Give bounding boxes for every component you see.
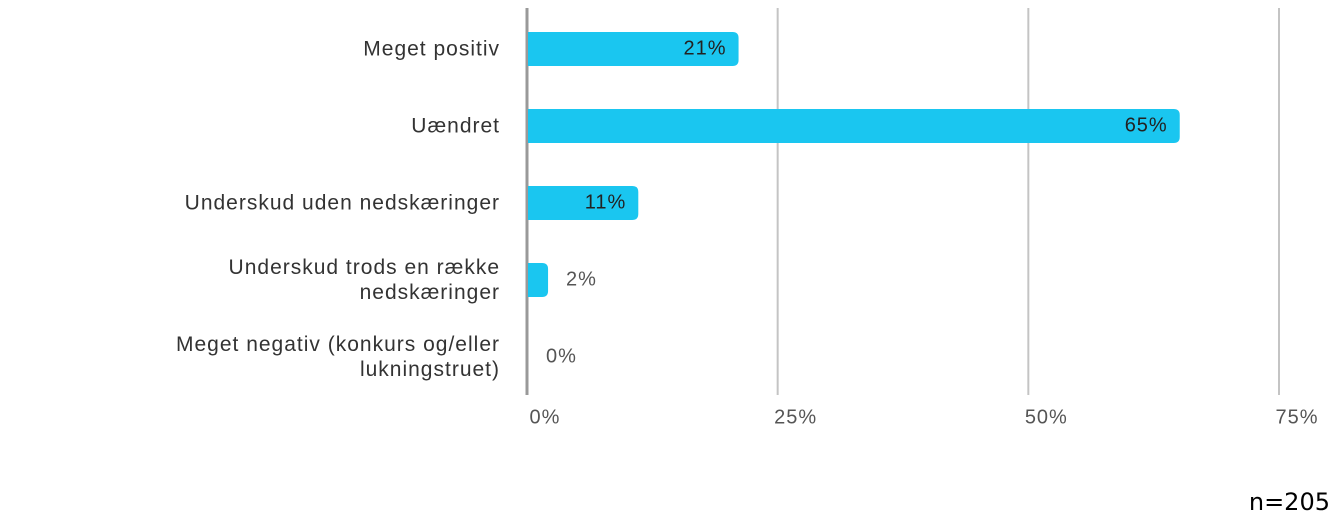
value-label: 2%: [566, 268, 597, 290]
x-tick-label: 0%: [530, 406, 561, 428]
bar: [528, 109, 1180, 143]
value-label: 65%: [1125, 114, 1168, 136]
x-tick-label: 50%: [1025, 406, 1068, 428]
value-label: 21%: [684, 37, 727, 59]
value-label: 0%: [546, 345, 577, 367]
x-tick-label: 25%: [774, 406, 817, 428]
bar: [528, 186, 639, 220]
value-label: 11%: [585, 191, 627, 213]
category-label: Uændret: [411, 114, 500, 138]
category-label: Meget negativ (konkurs og/eller luknings…: [176, 333, 500, 381]
bar: [528, 263, 549, 297]
sample-size-note: n=205: [1248, 488, 1330, 516]
category-label: Underskud uden nedskæringer: [184, 191, 500, 215]
bar: [528, 32, 739, 66]
x-tick-label: 75%: [1275, 406, 1318, 428]
category-label: Underskud trods en række nedskæringer: [228, 256, 500, 304]
category-label: Meget positiv: [363, 37, 500, 61]
